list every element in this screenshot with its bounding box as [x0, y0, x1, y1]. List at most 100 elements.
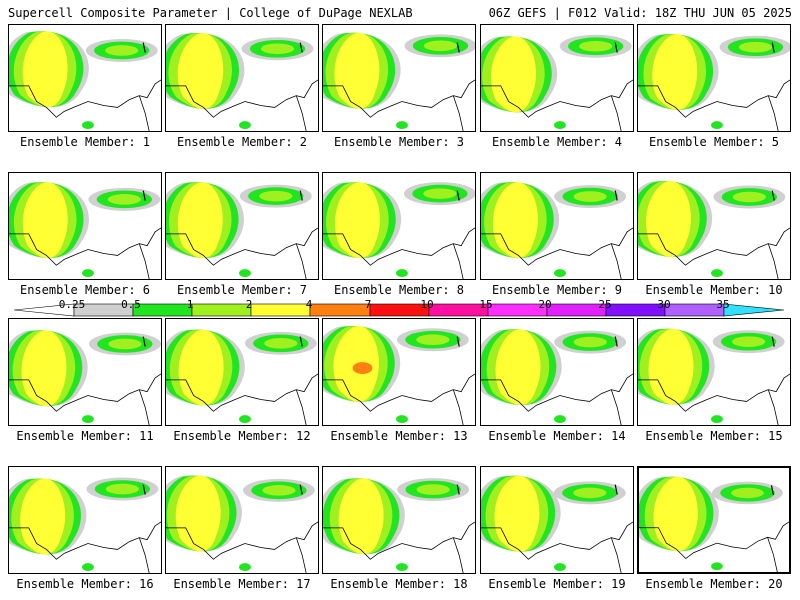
ensemble-member-map[interactable]	[480, 466, 634, 574]
lake-michigan-outline	[614, 42, 618, 53]
coastline	[9, 79, 161, 118]
coastline	[323, 79, 475, 118]
scp-gulf-area	[239, 269, 251, 278]
lake-michigan-outline	[142, 336, 146, 347]
scp-gulf-area	[711, 121, 723, 130]
ensemble-member-map[interactable]	[637, 24, 791, 132]
scp-north-area	[105, 483, 139, 495]
scp-gulf-area	[239, 415, 251, 424]
scp-contour-c3	[495, 329, 541, 406]
ensemble-member-map[interactable]	[637, 318, 791, 426]
scp-north-area	[579, 40, 613, 52]
color-scale-bar	[14, 303, 785, 317]
ensemble-member-map[interactable]	[8, 24, 162, 132]
scp-contour-c3	[494, 475, 540, 552]
scp-gulf-area	[82, 415, 94, 424]
scp-gulf-area	[396, 269, 408, 278]
colorbar-tick-label: 15	[479, 298, 493, 311]
scp-north-area	[732, 336, 766, 347]
ensemble-member-label: Ensemble Member: 18	[330, 577, 468, 591]
scp-gulf-area	[239, 121, 251, 130]
ensemble-member-label: Ensemble Member: 13	[330, 429, 468, 443]
ensemble-member-label: Ensemble Member: 3	[333, 135, 465, 149]
florida-coast	[295, 537, 307, 573]
scp-gulf-area	[554, 121, 566, 130]
florida-coast	[610, 389, 622, 425]
model-valid-time: 06Z GEFS | F012 Valid: 18Z THU JUN 05 20…	[488, 6, 792, 20]
colorbar-tick-label: 7	[364, 298, 372, 311]
ensemble-member-map[interactable]	[480, 24, 634, 132]
ensemble-member-map[interactable]	[322, 24, 476, 132]
product-title: Supercell Composite Parameter | College …	[8, 6, 413, 20]
ensemble-member-map[interactable]	[165, 172, 319, 280]
colorbar-segment	[250, 303, 311, 317]
member-map-graphic	[9, 330, 161, 425]
florida-coast	[610, 243, 622, 279]
lake-michigan-outline	[456, 484, 460, 495]
colorbar-segment	[546, 303, 607, 317]
ensemble-member-label: Ensemble Member: 14	[488, 429, 626, 443]
ensemble-member-map[interactable]	[8, 318, 162, 426]
scp-gulf-area	[82, 269, 94, 278]
florida-coast	[138, 537, 150, 573]
lake-michigan-outline	[614, 190, 618, 201]
lake-michigan-outline	[456, 336, 460, 347]
florida-coast	[610, 95, 622, 131]
scp-north-area	[108, 338, 142, 350]
colorbar-segment	[191, 303, 252, 317]
scp-gulf-area	[711, 269, 723, 278]
scp-contour-c3	[653, 476, 698, 552]
ensemble-member-map[interactable]	[480, 318, 634, 426]
scp-contour-c3	[490, 36, 536, 113]
coastline	[166, 79, 318, 118]
coastline	[481, 227, 633, 266]
ensemble-member-label: Ensemble Member: 11	[16, 429, 154, 443]
member-map-graphic	[481, 329, 633, 425]
lake-michigan-outline	[771, 336, 775, 347]
ensemble-member-map[interactable]	[322, 466, 476, 574]
scp-north-area	[259, 190, 293, 202]
coastline	[323, 521, 475, 560]
ensemble-member-label: Ensemble Member: 8	[333, 283, 465, 297]
scp-gulf-area	[396, 563, 408, 572]
lake-michigan-outline	[456, 42, 460, 53]
member-map-graphic	[638, 328, 790, 425]
scp-gulf-area	[396, 415, 408, 424]
scp-north-area	[738, 41, 773, 53]
ensemble-member-label: Ensemble Member: 1	[19, 135, 151, 149]
ensemble-member-label: Ensemble Member: 10	[645, 283, 783, 297]
ensemble-member-map[interactable]	[8, 466, 162, 574]
colorbar-tick-label: 4	[305, 298, 313, 311]
scp-contour-c3	[178, 329, 224, 406]
ensemble-member-map[interactable]	[637, 466, 791, 574]
colorbar-tick-label: 0.25	[58, 298, 86, 311]
ensemble-member-label: Ensemble Member: 6	[19, 283, 151, 297]
lake-michigan-outline	[142, 42, 146, 53]
lake-michigan-outline	[614, 336, 618, 347]
scp-contour-c3	[177, 32, 224, 109]
lake-michigan-outline	[771, 190, 775, 201]
ensemble-member-map[interactable]	[322, 172, 476, 280]
lake-michigan-outline	[299, 190, 303, 201]
scp-north-area	[416, 334, 450, 346]
ensemble-member-map[interactable]	[480, 172, 634, 280]
scp-gulf-area	[239, 563, 251, 572]
ensemble-member-map[interactable]	[637, 172, 791, 280]
ensemble-member-map[interactable]	[322, 318, 476, 426]
ensemble-member-map[interactable]	[8, 172, 162, 280]
colorbar-segment	[605, 303, 666, 317]
scp-contour-c3	[492, 182, 538, 259]
coastline	[9, 373, 161, 412]
florida-coast	[767, 95, 779, 131]
colorbar-tick-label: 1	[186, 298, 194, 311]
colorbar-tick-label: 20	[538, 298, 552, 311]
coastline	[638, 79, 790, 118]
member-map-graphic	[323, 478, 475, 573]
scp-north-area	[573, 336, 607, 348]
ensemble-member-map[interactable]	[165, 24, 319, 132]
coastline	[481, 79, 633, 118]
ensemble-member-map[interactable]	[165, 318, 319, 426]
florida-coast	[610, 537, 622, 573]
ensemble-member-label: Ensemble Member: 4	[491, 135, 623, 149]
ensemble-member-map[interactable]	[165, 466, 319, 574]
